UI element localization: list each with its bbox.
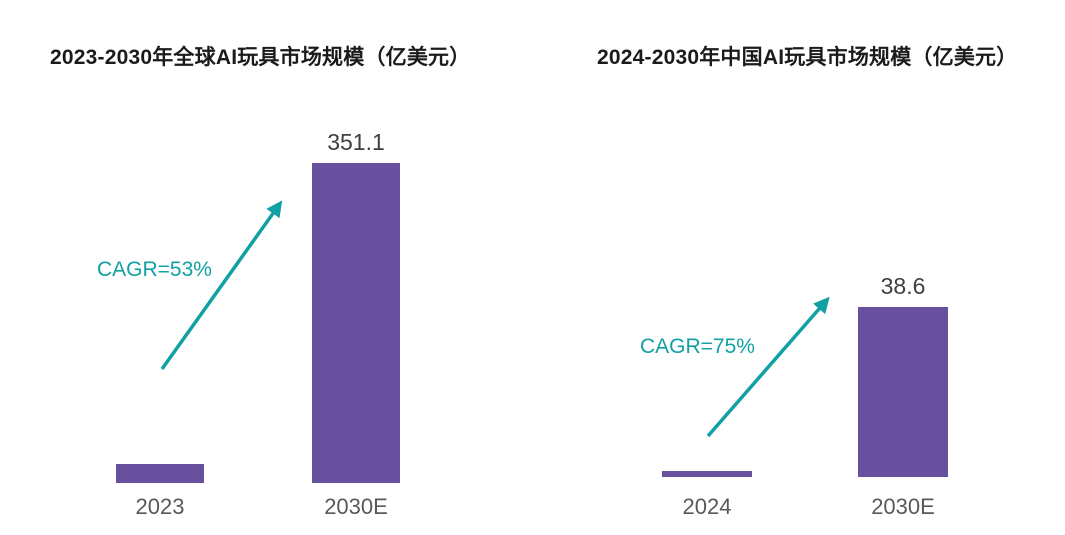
x-axis-label-2030e: 2030E <box>324 494 388 519</box>
growth-arrow <box>160 200 283 371</box>
x-axis-label-2030e: 2030E <box>871 494 935 519</box>
bar-2023 <box>116 464 204 483</box>
cagr-annotation: CAGR=53% <box>97 258 212 281</box>
x-axis-label-2024: 2024 <box>682 494 732 519</box>
bar-value-label: 38.6 <box>880 273 926 299</box>
cagr-annotation: CAGR=75% <box>640 335 755 358</box>
bar-2024 <box>662 471 752 477</box>
chart-title: 2024-2030年中国AI玩具市场规模（亿美元） <box>597 46 1018 69</box>
bar-2030e <box>858 307 948 477</box>
chart-china-ai-toy-market: 2024-2030年中国AI玩具市场规模（亿美元） CAGR=75% 38.6 … <box>532 0 1065 535</box>
growth-arrow <box>706 296 830 438</box>
chart-global-ai-toy-market: 2023-2030年全球AI玩具市场规模（亿美元） CAGR=53% 351.1… <box>0 0 532 535</box>
x-axis-label-2023: 2023 <box>135 494 185 519</box>
chart-title: 2023-2030年全球AI玩具市场规模（亿美元） <box>50 46 471 69</box>
bar-2030e <box>312 163 400 483</box>
bar-value-label: 351.1 <box>327 129 385 155</box>
